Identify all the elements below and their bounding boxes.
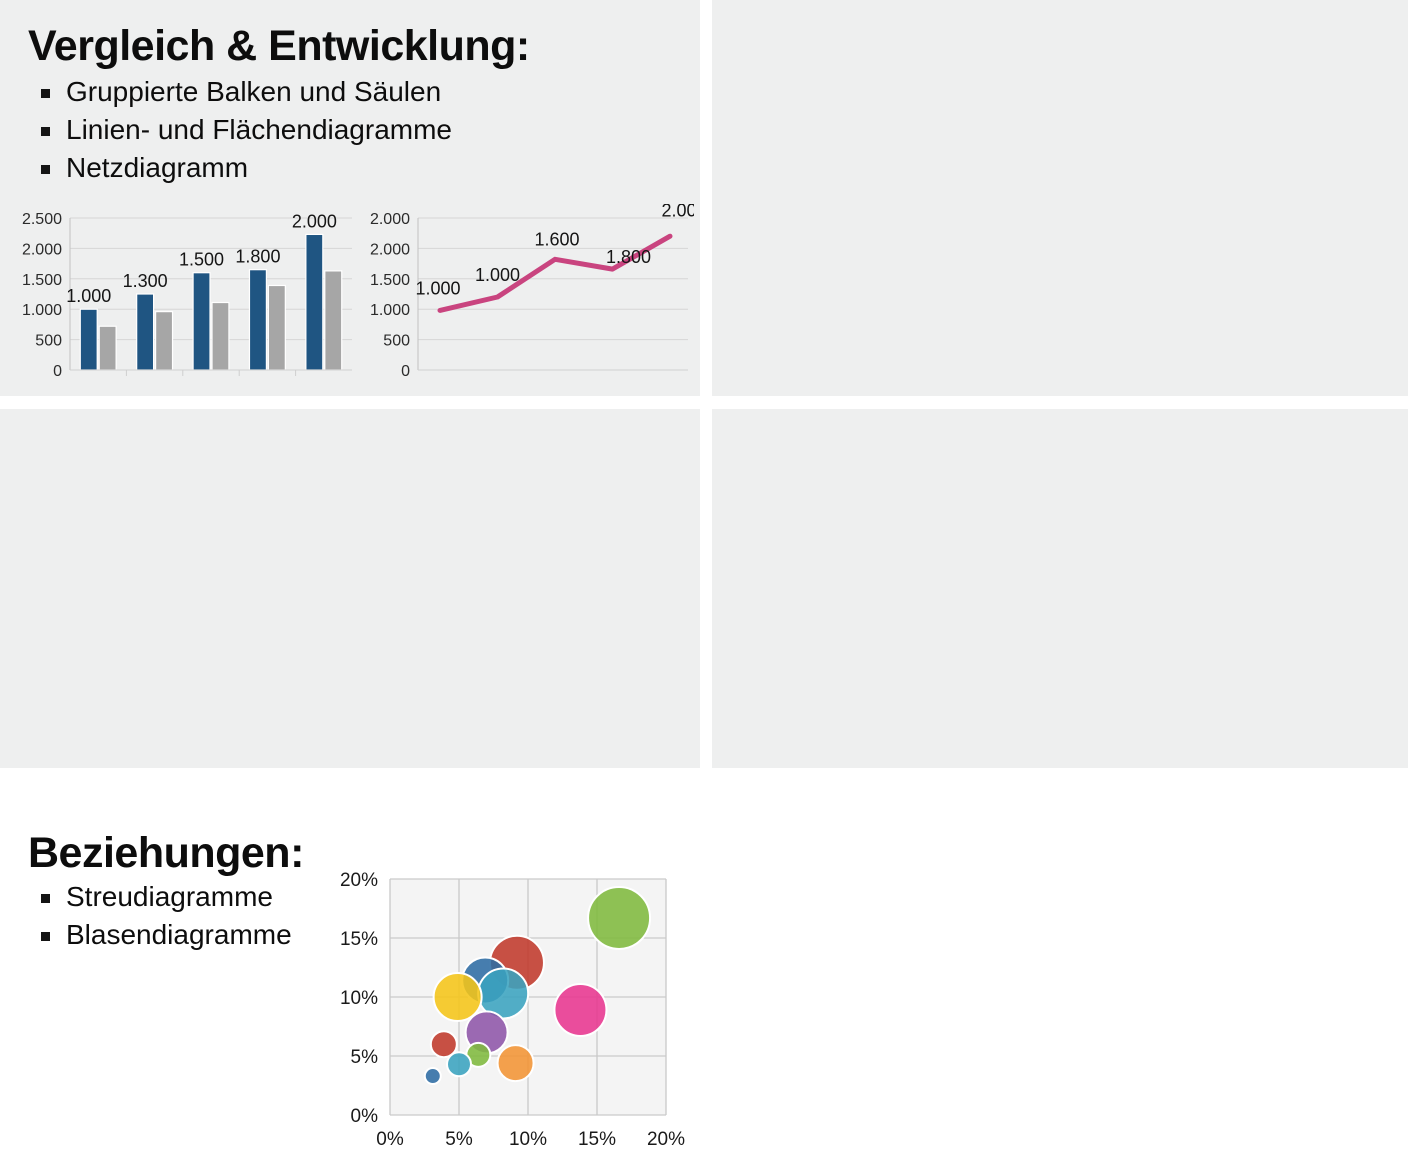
svg-text:1.800: 1.800 [235, 247, 280, 267]
panel-zusammensetzung: Zusammensetzung: 100% gestapelte Balken-… [712, 0, 1408, 396]
page-title-beziehungen: Beziehungen: [28, 829, 304, 877]
svg-text:500: 500 [383, 333, 410, 350]
svg-text:0%: 0% [376, 1129, 404, 1150]
svg-text:1.000: 1.000 [66, 286, 111, 306]
svg-text:1.800: 1.800 [606, 247, 651, 267]
svg-text:1.000: 1.000 [22, 302, 62, 319]
list-item-label: Streudiagramme [66, 881, 273, 912]
svg-text:0: 0 [53, 363, 62, 380]
list-item: Linien- und Flächendiagramme [28, 112, 668, 147]
list-item-label: Netzdiagramm [66, 152, 249, 183]
svg-text:15%: 15% [578, 1129, 616, 1150]
svg-text:5%: 5% [445, 1129, 473, 1150]
svg-text:2.000: 2.000 [370, 211, 410, 228]
svg-text:2.000: 2.000 [22, 241, 62, 258]
panel-beziehungen: Beziehungen: Streudiagramme Blasendiagra… [0, 409, 700, 1150]
svg-text:5%: 5% [351, 1047, 379, 1068]
svg-text:20%: 20% [647, 1129, 685, 1150]
svg-text:0: 0 [401, 363, 410, 380]
svg-text:10%: 10% [340, 988, 378, 1009]
panel-verteilung: Verteilung: Histogramme Boxplots Heat- u… [712, 409, 1408, 768]
svg-text:500: 500 [35, 333, 62, 350]
svg-text:1.000: 1.000 [370, 302, 410, 319]
bullet-square-icon [41, 932, 50, 941]
svg-text:10%: 10% [509, 1129, 547, 1150]
svg-text:1.500: 1.500 [370, 272, 410, 289]
bullet-square-icon [41, 894, 50, 903]
svg-text:1.000: 1.000 [475, 265, 520, 285]
bullet-square-icon [41, 127, 50, 136]
svg-text:2.000: 2.000 [370, 241, 410, 258]
panel-vergleich-entwicklung: Vergleich & Entwicklung: Gruppierte Balk… [0, 0, 700, 396]
svg-text:1.600: 1.600 [534, 229, 579, 249]
list-item: Gruppierte Balken und Säulen [28, 74, 668, 109]
svg-text:2.500: 2.500 [22, 211, 62, 228]
svg-text:0%: 0% [351, 1106, 379, 1127]
svg-text:20%: 20% [340, 870, 378, 891]
bubble-chart: 0% 5% 10% 15% 20% 0% 5% 10% 15% 20% [336, 861, 688, 1167]
svg-text:15%: 15% [340, 929, 378, 950]
svg-text:2.000: 2.000 [292, 211, 337, 231]
line-chart: 0 500 1.000 1.500 2.000 2.000 1.000 1.000 1.600 1… [358, 204, 694, 394]
list-item-label: Linien- und Flächendiagramme [66, 114, 452, 145]
svg-text:2.000: 2.000 [661, 204, 694, 220]
page-title-vergleich: Vergleich & Entwicklung: [28, 22, 530, 70]
list-item-label: Gruppierte Balken und Säulen [66, 76, 442, 107]
svg-text:1.500: 1.500 [22, 272, 62, 289]
list-item: Netzdiagramm [28, 150, 668, 185]
bullet-square-icon [41, 89, 50, 98]
grouped-bar-chart: 0 500 1.000 1.500 2.000 2.500 1.000 1.300 1.500 1… [8, 204, 354, 394]
bullet-square-icon [41, 165, 50, 174]
svg-text:1.500: 1.500 [179, 250, 224, 270]
bullet-list-vergleich: Gruppierte Balken und Säulen Linien- und… [28, 74, 668, 188]
list-item-label: Blasendiagramme [66, 919, 292, 950]
svg-text:1.300: 1.300 [123, 271, 168, 291]
svg-text:1.000: 1.000 [415, 278, 460, 298]
